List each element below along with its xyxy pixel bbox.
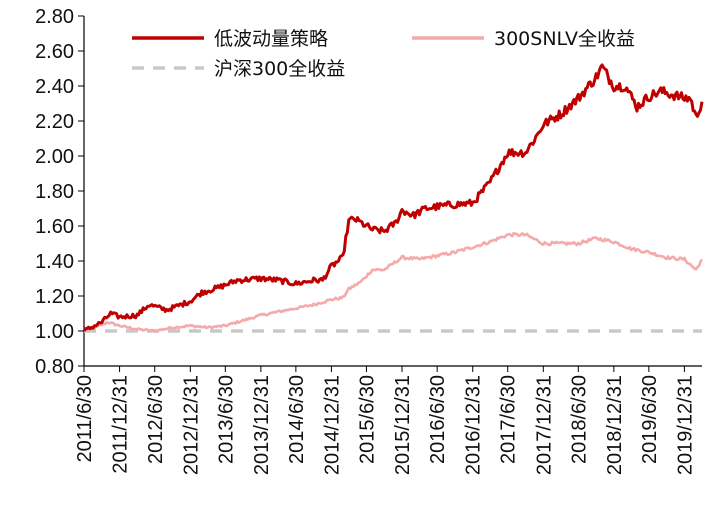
x-tick-label: 2014/12/31 — [321, 375, 343, 475]
x-tick-label: 2011/12/31 — [110, 375, 132, 474]
y-tick-label: 0.80 — [35, 356, 74, 378]
x-tick-label: 2013/6/30 — [215, 375, 237, 464]
legend-label-0: 低波动量策略 — [214, 28, 328, 50]
x-tick-label: 2018/6/30 — [568, 375, 590, 464]
x-tick-label: 2013/12/31 — [251, 375, 273, 475]
x-tick-label: 2017/12/31 — [533, 375, 555, 475]
x-tick-label: 2012/6/30 — [145, 375, 167, 464]
series-layer — [82, 63, 704, 334]
x-tick-label: 2016/12/31 — [463, 375, 485, 475]
y-axis: 0.80 1.00 1.20 1.40 1.60 1.80 2.00 2.20 2.40 2.60… — [35, 6, 85, 378]
x-tick-label: 2014/6/30 — [286, 375, 308, 464]
x-tick-label: 2018/12/31 — [604, 375, 626, 475]
x-tick-label: 2017/6/30 — [498, 375, 520, 464]
y-tick-label: 2.00 — [35, 146, 74, 168]
y-tick-label: 1.20 — [35, 286, 74, 308]
series-line-0 — [82, 63, 704, 332]
legend-label-2: 沪深300全收益 — [214, 58, 345, 80]
y-tick-label: 2.80 — [35, 6, 74, 28]
x-tick-label: 2012/12/31 — [180, 375, 202, 475]
series-line-1 — [83, 231, 704, 334]
x-tick-label: 2015/6/30 — [356, 375, 378, 464]
x-tick-label: 2011/6/30 — [74, 375, 96, 463]
legend-label-1: 300SNLV全收益 — [494, 28, 635, 50]
y-tick-label: 1.00 — [35, 321, 74, 343]
y-tick-label: 1.80 — [35, 181, 74, 203]
y-tick-label: 2.60 — [35, 41, 74, 63]
y-tick-label: 2.40 — [35, 76, 74, 98]
x-tick-label: 2019/6/30 — [639, 375, 661, 464]
y-tick-label: 2.20 — [35, 111, 74, 133]
x-tick-label: 2019/12/31 — [674, 375, 696, 475]
x-tick-label: 2016/6/30 — [427, 375, 449, 464]
y-tick-label: 1.40 — [35, 251, 74, 273]
y-tick-label: 1.60 — [35, 216, 74, 238]
x-tick-label: 2015/12/31 — [392, 375, 414, 475]
x-axis: 2011/6/30 2011/12/31 2012/6/30 2012/12/31 20… — [74, 365, 702, 475]
